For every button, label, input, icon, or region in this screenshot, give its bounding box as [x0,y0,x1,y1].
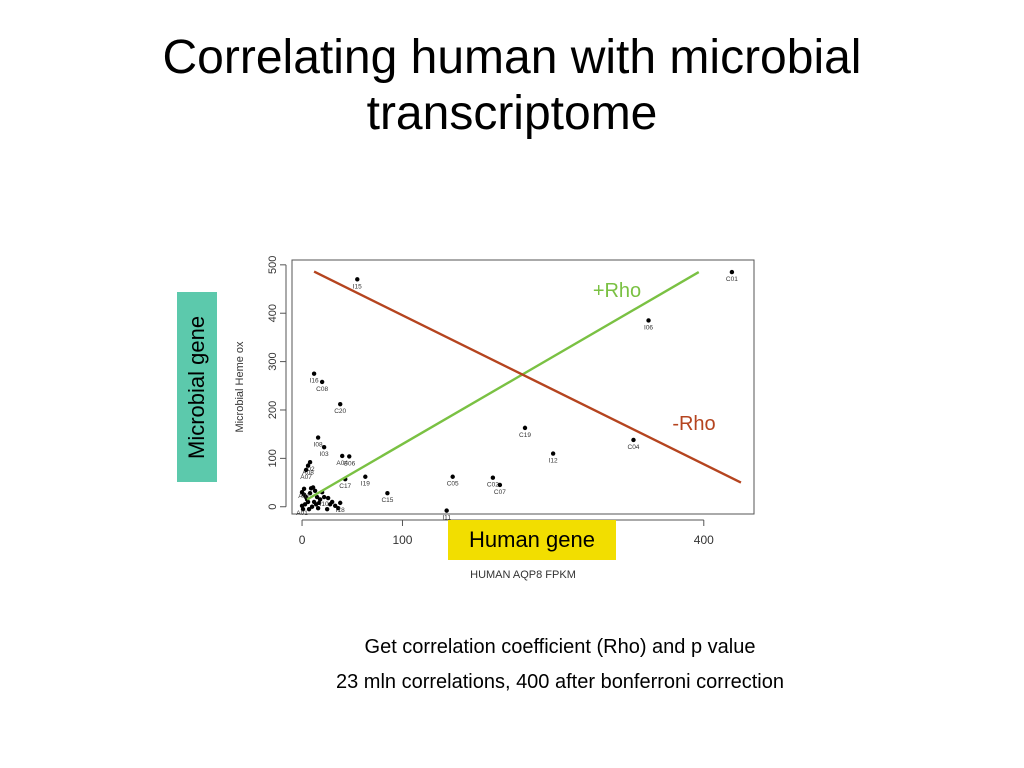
point-label-i03: I03 [320,451,329,458]
point-label-i08: I08 [314,442,323,449]
data-point-i06 [646,318,651,323]
data-point [317,497,323,502]
data-point-i19 [363,474,368,479]
point-label-c17: C17 [339,483,351,490]
caption-line-2: 23 mln correlations, 400 after bonferron… [335,671,784,693]
y-axis: 0 100 200 300 400 500 [267,256,287,510]
point-label-a08: A08 [302,470,314,477]
point-label-a02: A02 [298,493,310,500]
point-label-c20: C20 [334,408,346,415]
data-point-i12 [550,451,556,456]
point-label-i18: I18 [336,507,345,514]
data-point-i15 [355,277,360,282]
pos-rho-label: +Rho [593,280,641,302]
y-tick-label: 400 [267,304,279,322]
data-point [309,504,315,509]
data-point [300,506,306,512]
point-label-i02: I02 [306,466,315,473]
human-gene-label: Human gene [469,527,595,552]
plot-frame [291,259,755,515]
data-point [316,500,322,506]
y-tick-label: 100 [267,449,279,467]
point-label-c01: C01 [726,276,738,283]
data-point [305,499,311,505]
point-label-c15: C15 [381,497,393,504]
data-point-a08 [305,463,311,468]
data-point-c20 [338,401,343,407]
y-axis-label: Microbial Heme ox [234,341,246,433]
point-label-a07: A07 [300,474,312,481]
data-point-i02 [307,460,313,465]
title-line-2: transcriptome [366,87,658,140]
data-point [312,488,318,493]
microbial-gene-label: Microbial gene [184,315,209,459]
title-line-1: Correlating human with microbial [162,31,862,84]
data-point [315,505,321,511]
data-point-i08 [315,435,321,440]
y-tick-label: 200 [267,401,279,419]
x-axis-label: HUMAN AQP8 FPKM [470,569,576,581]
data-point-c05 [450,474,455,479]
data-point [332,503,338,508]
data-point-a07 [303,467,309,473]
point-label-i16: I16 [310,378,319,385]
data-point-c08 [319,379,325,385]
data-point [306,506,312,512]
data-point [336,505,341,511]
x-tick-label: 400 [694,533,714,547]
data-point [307,490,313,496]
y-tick-label: 500 [267,256,279,274]
neg-rho-label: -Rho [672,413,715,435]
point-label-a04: A04 [336,460,348,467]
data-point-i11 [444,508,449,513]
x-tick-label: 100 [392,533,412,547]
data-point-i10 [321,494,327,500]
lines-layer: +Rho -Rho [306,270,742,501]
data-point-i16 [311,371,317,376]
data-point-c02 [490,475,496,480]
data-point-c19 [522,425,528,431]
data-point-c01 [729,269,735,275]
point-label-c07: C07 [494,489,506,496]
point-label-c06: C06 [343,460,355,467]
data-point-c15 [385,490,390,496]
data-point [324,506,330,512]
point-label-i19: I19 [361,481,370,488]
point-label-i10: I10 [320,501,329,508]
data-point-a02 [301,486,307,492]
y-tick-label: 0 [267,504,279,510]
data-point-c06 [347,454,352,459]
data-point-a01 [299,503,305,508]
y-tick-label: 300 [267,352,279,370]
microbial-gene-callout: Microbial gene [177,292,217,482]
data-point-i18 [338,500,343,506]
point-label-i06: I06 [644,324,653,331]
x-tick-label: 0 [299,533,306,547]
data-point-c04 [631,437,636,443]
point-label-c02: C02 [487,482,499,489]
caption-line-1: Get correlation coefficient (Rho) and p … [364,636,756,658]
point-label-a01: A01 [296,510,308,517]
point-label-c08: C08 [316,386,328,393]
data-point [314,494,320,500]
data-point-c07 [497,482,503,488]
slide-title: Correlating human with microbial transcr… [0,30,1024,142]
point-label-c19: C19 [519,432,531,439]
neg-rho-line [313,270,742,484]
point-label-i11: I11 [442,515,451,522]
point-label-c05: C05 [447,481,459,488]
data-point [325,495,331,501]
data-point [329,499,335,505]
point-label-c04: C04 [628,444,640,451]
pos-rho-line [306,271,700,501]
data-point [310,485,316,490]
data-point-i03 [321,445,327,450]
point-label-i12: I12 [549,458,558,465]
data-point-a04 [340,453,345,459]
human-gene-callout: Human gene [448,520,616,560]
point-label-i15: I15 [353,283,362,290]
